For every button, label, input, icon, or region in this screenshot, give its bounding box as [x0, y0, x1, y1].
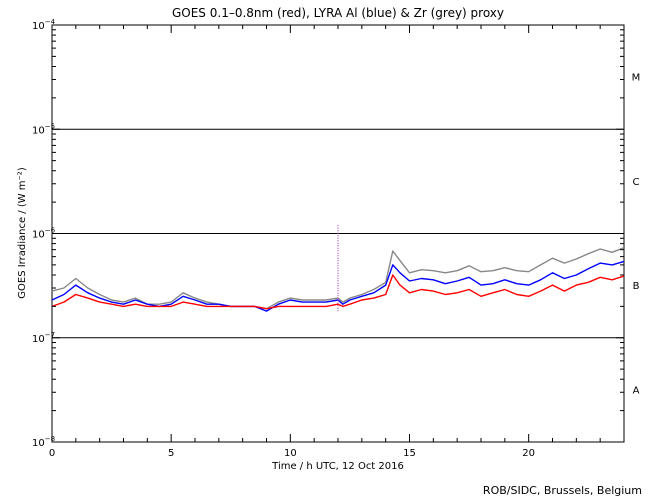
flare-class-label-b: B [633, 281, 640, 292]
series-line-lyra-al [51, 260, 625, 312]
y-tick-label: 10−5 [32, 122, 55, 136]
credit-text: ROB/SIDC, Brussels, Belgium [483, 484, 642, 497]
y-tick-label: 10−7 [32, 331, 55, 345]
flare-class-label-a: A [633, 385, 640, 396]
chart-title: GOES 0.1–0.8nm (red), LYRA Al (blue) & Z… [172, 6, 504, 20]
series-line-goes-0-1-0-8nm [51, 274, 625, 310]
x-tick-label: 10 [284, 448, 297, 459]
y-tick-label: 10−8 [32, 435, 55, 449]
flare-class-label-c: C [633, 177, 640, 188]
x-axis-ticks: 0 5 10 15 20 [49, 25, 625, 459]
x-tick-label: 20 [522, 448, 535, 459]
series-line-lyra-zr [51, 247, 625, 310]
y-tick-label: 10−6 [32, 227, 56, 241]
flare-class-labels: A B C M [632, 73, 641, 397]
x-tick-label: 5 [168, 448, 174, 459]
flare-class-label-m: M [632, 73, 641, 84]
x-tick-label: 15 [403, 448, 416, 459]
x-tick-label: 0 [49, 448, 55, 459]
y-axis-label: GOES Irradiance / (W m⁻²) [17, 167, 28, 299]
series-layer [51, 247, 625, 312]
y-axis-ticks: 10−8 10−7 10−6 10−5 10−4 [32, 18, 624, 449]
y-tick-label: 10−4 [32, 18, 56, 32]
x-axis-label: Time / h UTC, 12 Oct 2016 [271, 461, 404, 472]
